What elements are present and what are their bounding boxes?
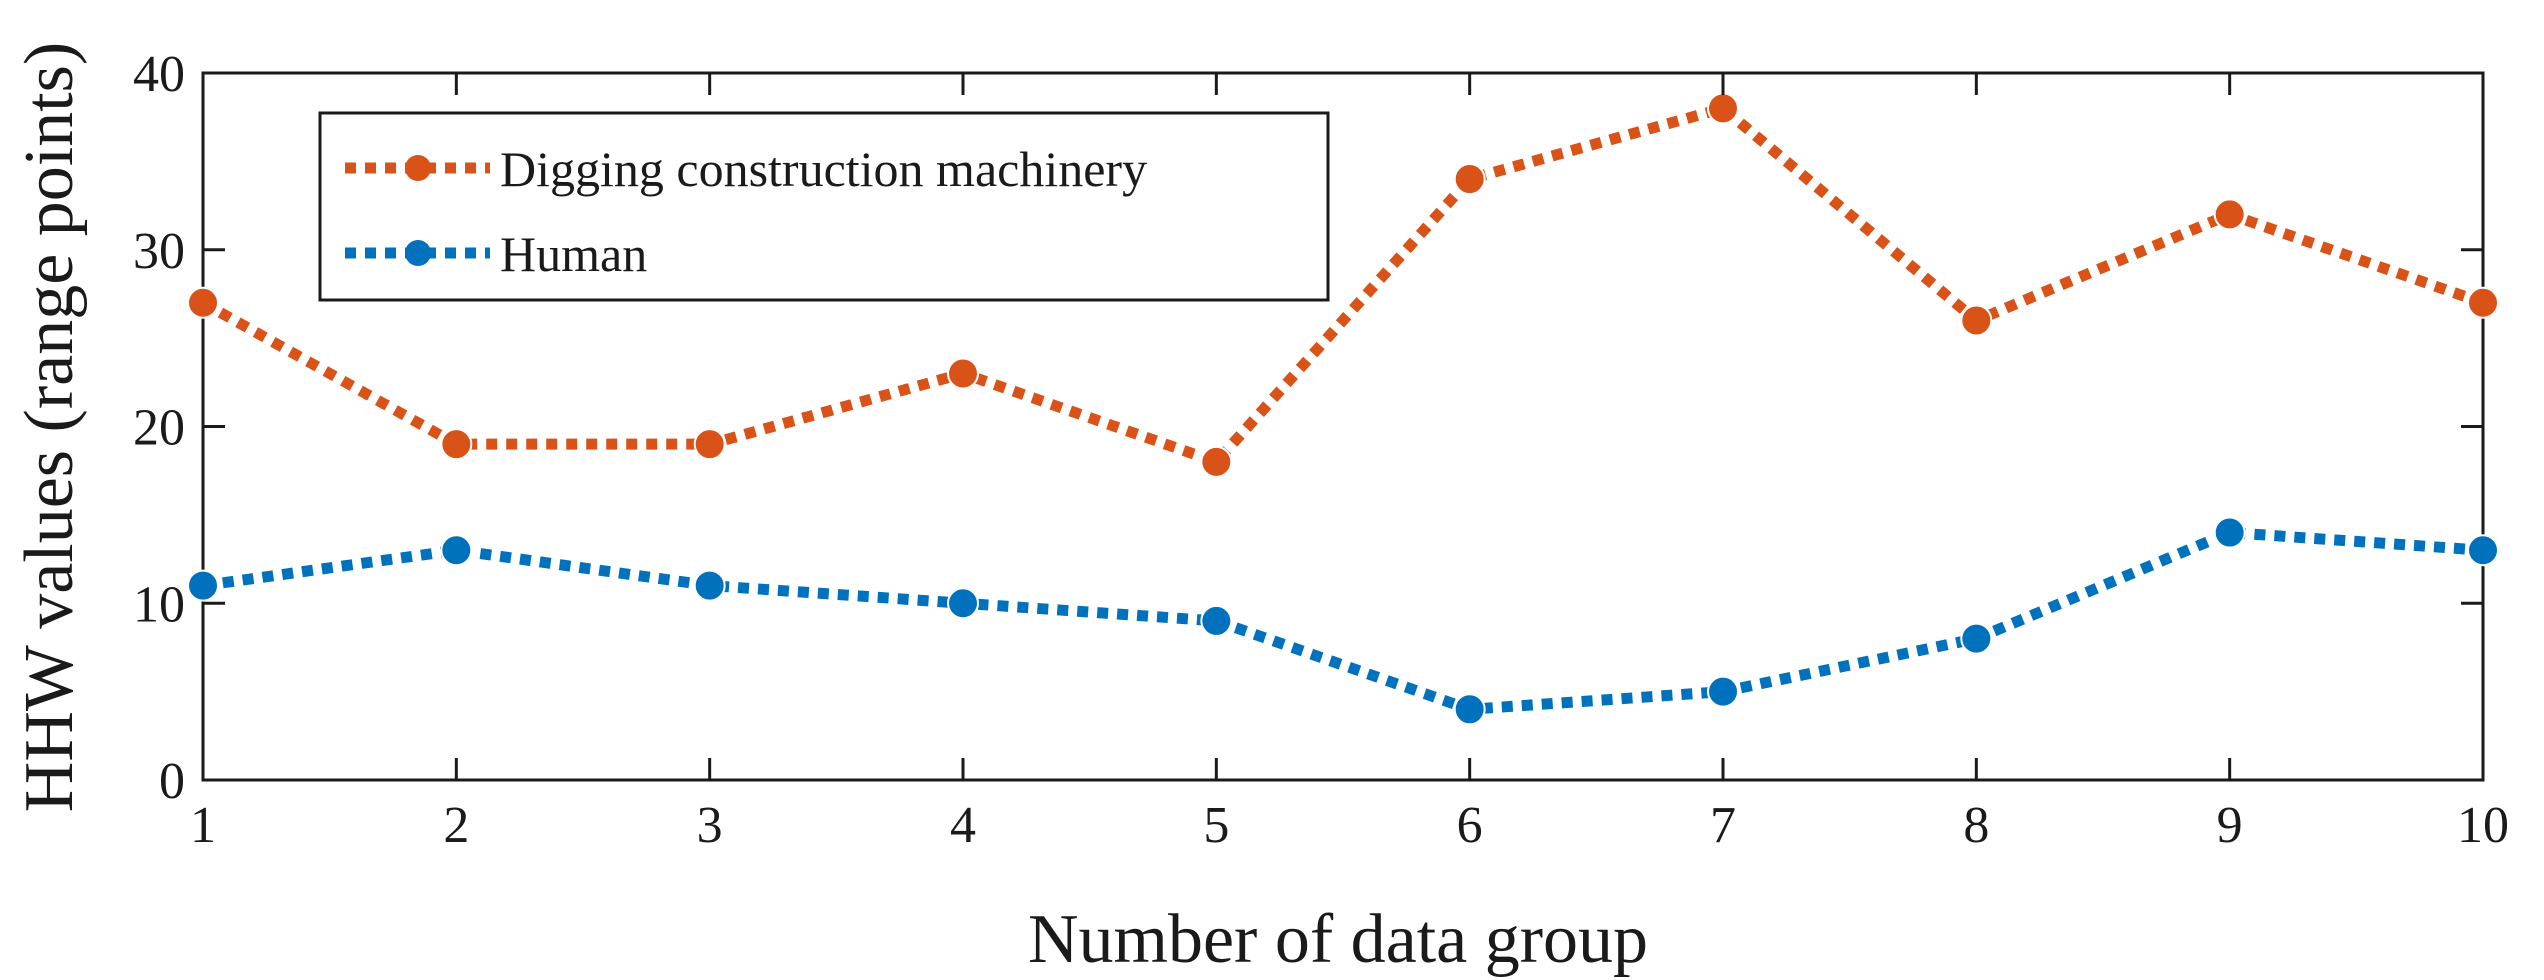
x-tick-label: 7: [1710, 797, 1736, 854]
x-tick-label: 3: [697, 797, 723, 854]
data-point: [1960, 304, 1993, 337]
y-tick-label: 30: [133, 223, 185, 280]
x-tick-label: 2: [443, 797, 469, 854]
legend-marker-digging: [405, 155, 431, 181]
series-line: [202, 527, 2484, 715]
x-tick-label: 4: [950, 797, 976, 854]
data-point: [947, 587, 979, 620]
x-tick-label: 9: [2217, 797, 2243, 854]
data-point: [2467, 534, 2499, 567]
data-point: [1707, 675, 1739, 708]
data-point: [2213, 198, 2246, 231]
data-point: [2467, 286, 2499, 319]
data-point: [1707, 92, 1739, 125]
y-axis-title: HHW values (range points): [11, 42, 88, 812]
data-point: [947, 357, 979, 390]
x-tick-label: 10: [2457, 797, 2509, 854]
x-tick-label: 6: [1457, 797, 1483, 854]
data-point: [187, 569, 219, 602]
data-point: [187, 286, 219, 319]
series-layer: [187, 92, 2499, 726]
x-tick-label: 1: [190, 797, 216, 854]
legend-box: [318, 111, 1330, 302]
y-tick-label: 0: [159, 753, 185, 810]
data-point: [1453, 163, 1486, 196]
data-point: [440, 428, 473, 461]
y-tick-label: 10: [133, 576, 185, 633]
legend-entry-digging: Digging construction machinery: [345, 141, 1147, 197]
series-0: [187, 92, 2499, 478]
y-tick-label: 20: [133, 400, 185, 457]
data-point: [693, 569, 726, 602]
data-point: [1200, 445, 1233, 478]
x-tick-label: 5: [1203, 797, 1229, 854]
data-point: [1453, 693, 1486, 726]
x-tick-label: 8: [1963, 797, 1989, 854]
y-tick-label: 40: [133, 46, 185, 103]
ticks-layer: 1 2 3 4 5 6 7 8 9 10 0 10 20 30 40: [133, 46, 2509, 854]
legend-entry-human: Human: [345, 226, 647, 282]
series-line: [200, 102, 2485, 468]
data-point: [693, 428, 726, 461]
data-point: [2213, 516, 2246, 549]
legend: Digging construction machinery Human: [318, 111, 1330, 302]
data-point: [1200, 604, 1233, 637]
data-point: [1960, 622, 1993, 655]
legend-label-digging: Digging construction machinery: [500, 141, 1147, 197]
series-1: [187, 516, 2499, 726]
data-point: [440, 534, 473, 567]
legend-marker-human: [405, 240, 431, 266]
legend-label-human: Human: [500, 226, 647, 282]
x-axis-title: Number of data group: [1028, 901, 1648, 978]
